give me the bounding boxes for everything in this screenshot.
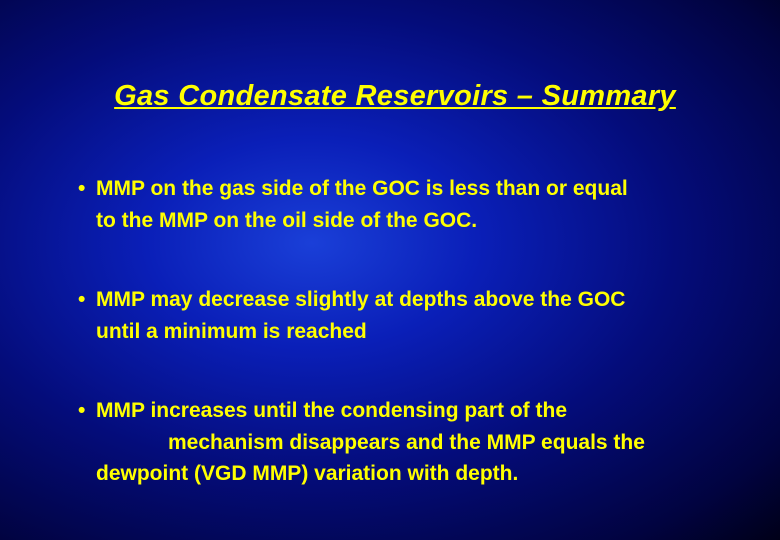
slide-container: Gas Condensate Reservoirs – Summary MMP … xyxy=(0,0,780,540)
bullet-line: dewpoint (VGD MMP) variation with depth. xyxy=(96,458,720,490)
bullet-item: MMP may decrease slightly at depths abov… xyxy=(78,284,720,347)
bullet-line: MMP may decrease slightly at depths abov… xyxy=(96,284,720,316)
bullet-line: to the MMP on the oil side of the GOC. xyxy=(96,205,720,237)
bullet-line: MMP on the gas side of the GOC is less t… xyxy=(96,173,720,205)
bullet-list: MMP on the gas side of the GOC is less t… xyxy=(70,173,720,490)
slide-title: Gas Condensate Reservoirs – Summary xyxy=(70,80,720,113)
bullet-item: MMP increases until the condensing part … xyxy=(78,395,720,490)
bullet-item: MMP on the gas side of the GOC is less t… xyxy=(78,173,720,236)
bullet-line: until a minimum is reached xyxy=(96,316,720,348)
bullet-line: mechanism disappears and the MMP equals … xyxy=(96,427,720,459)
bullet-line: MMP increases until the condensing part … xyxy=(96,395,720,427)
